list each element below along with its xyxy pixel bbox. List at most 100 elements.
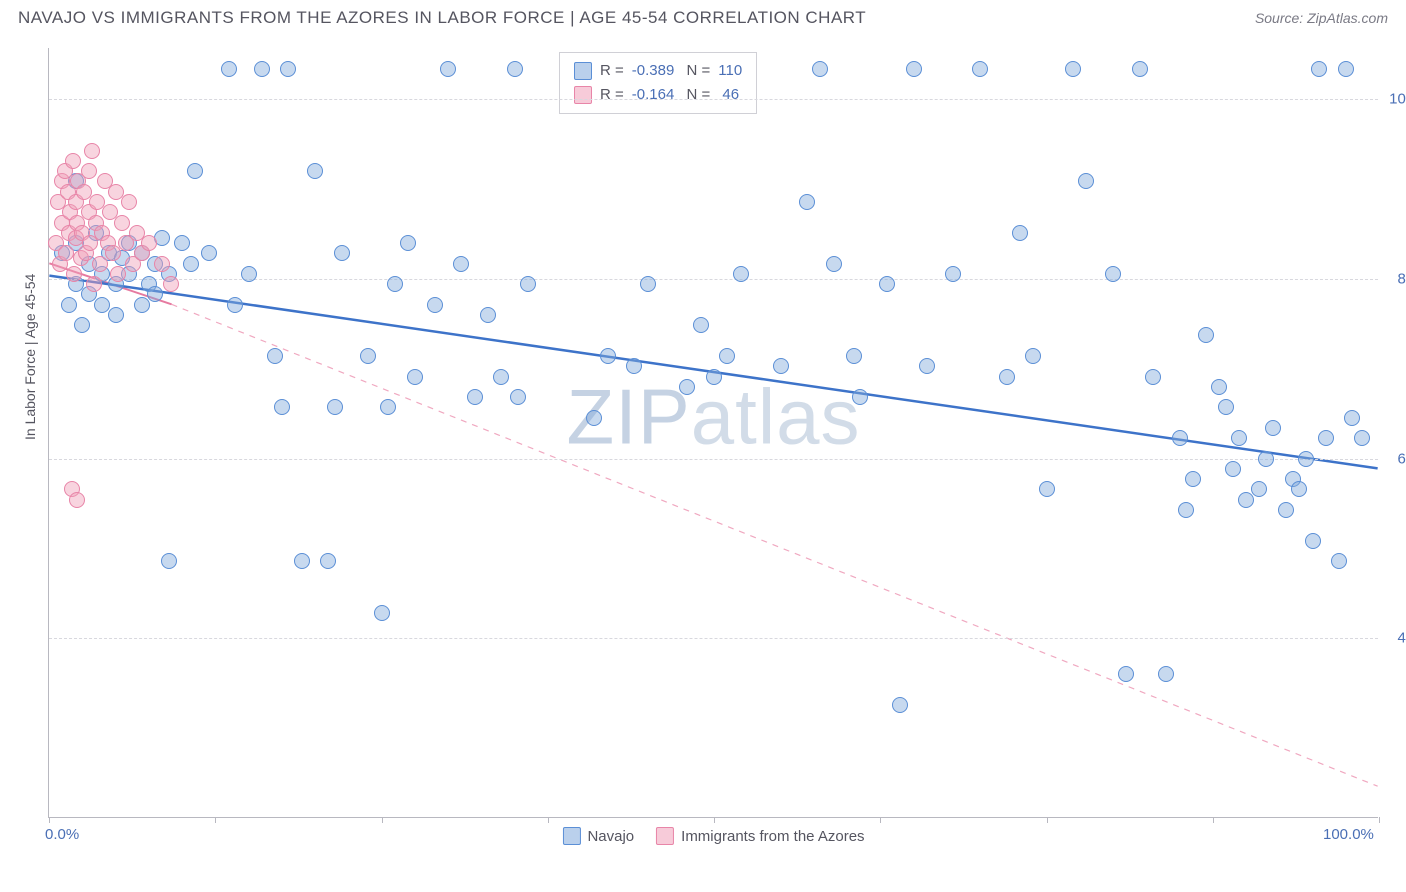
- point-navajo: [221, 61, 237, 77]
- point-navajo: [972, 61, 988, 77]
- legend-row-azores: R = -0.164 N = 46: [574, 83, 742, 107]
- point-navajo: [1291, 481, 1307, 497]
- point-navajo: [1251, 481, 1267, 497]
- point-azores: [66, 266, 82, 282]
- point-navajo: [1318, 430, 1334, 446]
- point-navajo: [1338, 61, 1354, 77]
- point-navajo: [147, 286, 163, 302]
- point-navajo: [812, 61, 828, 77]
- legend-series: Navajo Immigrants from the Azores: [562, 827, 864, 845]
- gridline-h: [49, 99, 1378, 100]
- point-navajo: [360, 348, 376, 364]
- point-navajo: [846, 348, 862, 364]
- point-navajo: [74, 317, 90, 333]
- point-navajo: [892, 697, 908, 713]
- point-navajo: [1078, 173, 1094, 189]
- point-navajo: [267, 348, 283, 364]
- point-navajo: [1354, 430, 1370, 446]
- point-navajo: [1178, 502, 1194, 518]
- x-tick-label: 0.0%: [45, 826, 79, 843]
- x-tick: [49, 817, 50, 823]
- legend-row-navajo: R = -0.389 N = 110: [574, 59, 742, 83]
- point-navajo: [679, 379, 695, 395]
- point-azores: [65, 153, 81, 169]
- point-azores: [84, 143, 100, 159]
- point-navajo: [407, 369, 423, 385]
- x-tick-label: 100.0%: [1323, 826, 1374, 843]
- point-azores: [154, 256, 170, 272]
- point-navajo: [510, 389, 526, 405]
- point-navajo: [1025, 348, 1041, 364]
- point-navajo: [1344, 410, 1360, 426]
- point-navajo: [61, 297, 77, 313]
- legend-correlation: R = -0.389 N = 110 R = -0.164 N = 46: [559, 52, 757, 114]
- point-navajo: [1065, 61, 1081, 77]
- point-navajo: [1298, 451, 1314, 467]
- swatch-pink: [574, 86, 592, 104]
- point-navajo: [1198, 327, 1214, 343]
- point-navajo: [1158, 666, 1174, 682]
- point-navajo: [201, 245, 217, 261]
- point-navajo: [1311, 61, 1327, 77]
- point-navajo: [799, 194, 815, 210]
- point-azores: [92, 256, 108, 272]
- watermark: ZIPatlas: [566, 372, 860, 463]
- point-navajo: [586, 410, 602, 426]
- point-navajo: [626, 358, 642, 374]
- point-navajo: [1225, 461, 1241, 477]
- point-navajo: [453, 256, 469, 272]
- point-navajo: [1238, 492, 1254, 508]
- point-navajo: [480, 307, 496, 323]
- point-navajo: [380, 399, 396, 415]
- x-tick: [215, 817, 216, 823]
- point-navajo: [241, 266, 257, 282]
- y-tick-label: 82.5%: [1397, 271, 1406, 288]
- point-navajo: [600, 348, 616, 364]
- point-navajo: [400, 235, 416, 251]
- point-azores: [121, 194, 137, 210]
- point-navajo: [852, 389, 868, 405]
- gridline-h: [49, 638, 1378, 639]
- point-navajo: [493, 369, 509, 385]
- point-azores: [114, 215, 130, 231]
- point-navajo: [1278, 502, 1294, 518]
- source-label: Source: ZipAtlas.com: [1255, 10, 1388, 26]
- point-navajo: [706, 369, 722, 385]
- point-navajo: [183, 256, 199, 272]
- point-navajo: [227, 297, 243, 313]
- point-azores: [163, 276, 179, 292]
- point-navajo: [693, 317, 709, 333]
- point-navajo: [440, 61, 456, 77]
- swatch-blue: [574, 62, 592, 80]
- y-tick-label: 65.0%: [1397, 450, 1406, 467]
- point-navajo: [640, 276, 656, 292]
- point-navajo: [187, 163, 203, 179]
- point-azores: [81, 163, 97, 179]
- point-navajo: [1218, 399, 1234, 415]
- point-navajo: [294, 553, 310, 569]
- point-navajo: [161, 553, 177, 569]
- scatter-chart: ZIPatlas R = -0.389 N = 110 R = -0.164 N…: [48, 48, 1378, 818]
- point-navajo: [307, 163, 323, 179]
- point-navajo: [387, 276, 403, 292]
- point-navajo: [1331, 553, 1347, 569]
- y-tick-label: 100.0%: [1389, 91, 1406, 108]
- point-navajo: [1265, 420, 1281, 436]
- point-navajo: [134, 297, 150, 313]
- point-azores: [69, 492, 85, 508]
- gridline-h: [49, 459, 1378, 460]
- header: NAVAJO VS IMMIGRANTS FROM THE AZORES IN …: [0, 0, 1406, 38]
- x-tick: [1379, 817, 1380, 823]
- point-azores: [110, 266, 126, 282]
- point-navajo: [733, 266, 749, 282]
- point-navajo: [174, 235, 190, 251]
- x-tick: [714, 817, 715, 823]
- point-navajo: [1118, 666, 1134, 682]
- point-navajo: [879, 276, 895, 292]
- point-navajo: [1258, 451, 1274, 467]
- point-navajo: [1145, 369, 1161, 385]
- legend-item-navajo: Navajo: [562, 827, 634, 845]
- x-tick: [1047, 817, 1048, 823]
- point-navajo: [108, 307, 124, 323]
- point-navajo: [254, 61, 270, 77]
